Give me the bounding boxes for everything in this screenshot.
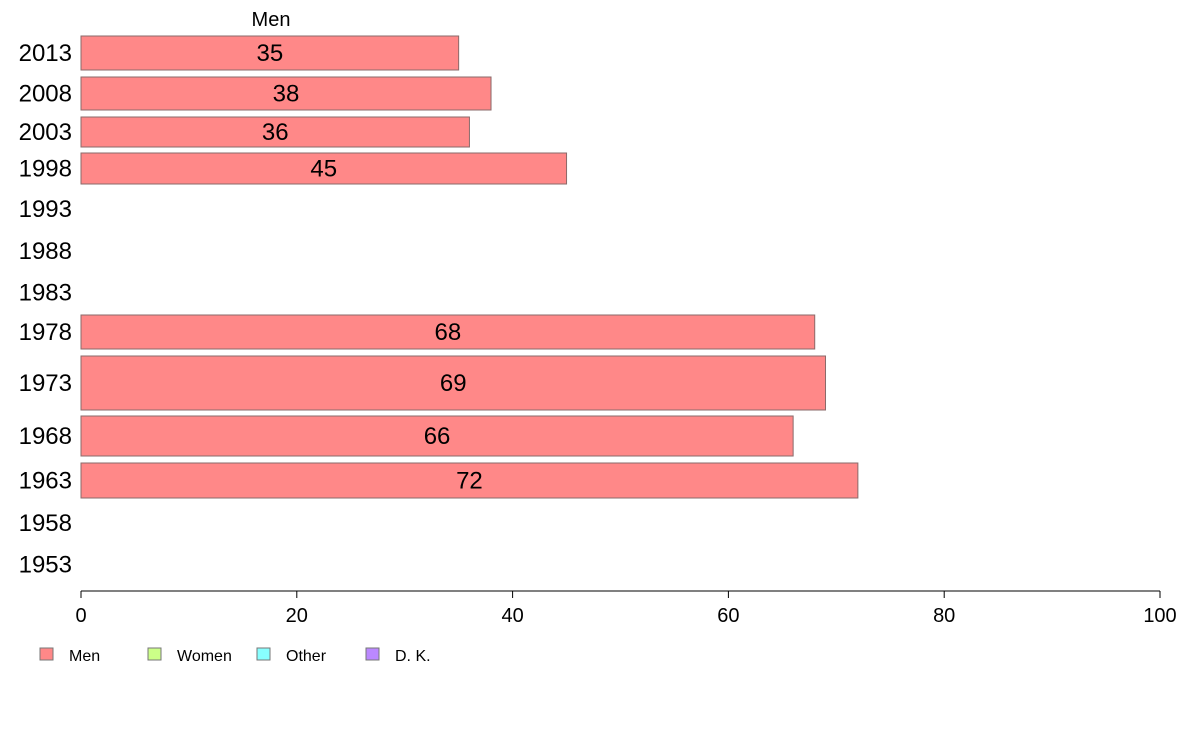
y-tick-label: 2003 xyxy=(19,119,72,146)
bar-rows: 2013 35 2008 38 2003 36 1998 45 1993 1988 1983 1978… xyxy=(19,35,859,579)
x-tick-label: 20 xyxy=(286,605,308,627)
x-tick-label: 40 xyxy=(501,605,523,627)
legend-swatch xyxy=(147,647,162,661)
x-tick-label: 0 xyxy=(75,605,86,627)
y-tick-label: 1993 xyxy=(19,196,72,223)
bar xyxy=(80,35,460,71)
legend-label: Men xyxy=(69,648,100,665)
y-tick-label: 1988 xyxy=(19,238,72,265)
legend-label: D. K. xyxy=(395,648,431,665)
series-top-label: Men xyxy=(252,9,291,31)
x-tick-label: 60 xyxy=(717,605,739,627)
y-tick-label: 2013 xyxy=(19,40,72,67)
bar xyxy=(80,76,492,111)
bar xyxy=(80,314,816,350)
y-tick-label: 2008 xyxy=(19,81,72,108)
legend-label: Women xyxy=(177,648,232,665)
y-tick-label: 1973 xyxy=(19,370,72,397)
x-tick-label: 100 xyxy=(1143,605,1176,627)
y-tick-label: 1998 xyxy=(19,156,72,183)
bar-value-label: 66 xyxy=(424,423,451,450)
bar xyxy=(80,462,859,499)
legend-swatch xyxy=(256,647,271,661)
legend: Men Women Other D. K. xyxy=(39,647,431,665)
legend-label: Other xyxy=(286,648,327,665)
y-tick-label: 1958 xyxy=(19,510,72,537)
bar xyxy=(80,355,827,411)
y-tick-label: 1968 xyxy=(19,423,72,450)
bar xyxy=(80,152,568,185)
legend-swatch xyxy=(365,647,380,661)
y-tick-label: 1963 xyxy=(19,468,72,495)
x-tick-label: 80 xyxy=(933,605,955,627)
bar xyxy=(80,116,470,148)
legend-swatch xyxy=(39,647,54,661)
y-tick-label: 1978 xyxy=(19,319,72,346)
bar xyxy=(80,415,794,457)
bar-value-label: 68 xyxy=(435,319,462,346)
bar-value-label: 69 xyxy=(440,370,467,397)
y-tick-label: 1983 xyxy=(19,280,72,307)
bar-value-label: 35 xyxy=(256,40,283,67)
bar-value-label: 45 xyxy=(310,156,337,183)
x-axis: 0 20 40 60 80 100 xyxy=(75,590,1177,627)
y-tick-label: 1953 xyxy=(19,552,72,579)
bar-value-label: 36 xyxy=(262,119,289,146)
bar-value-label: 72 xyxy=(456,468,483,495)
bar-value-label: 38 xyxy=(273,81,300,108)
